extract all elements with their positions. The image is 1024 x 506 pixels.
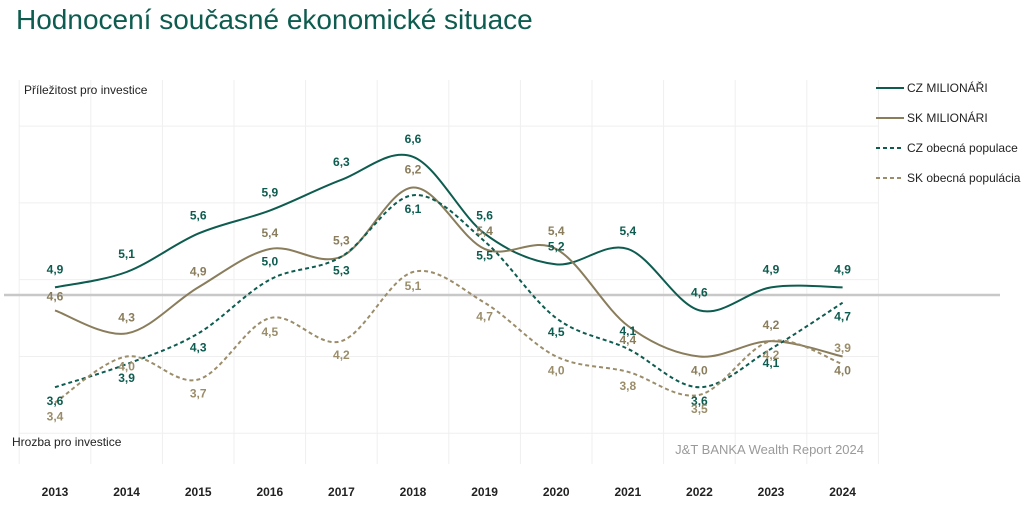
data-label: 4,9 [47, 262, 64, 276]
data-label: 4,9 [763, 262, 780, 276]
grid [18, 80, 879, 464]
data-label: 4,3 [190, 340, 207, 354]
data-label: 4,7 [476, 310, 493, 324]
series-line-4 [54, 269, 843, 404]
data-label: 4,0 [548, 363, 565, 377]
x-tick-label: 2015 [185, 485, 212, 499]
x-tick-label: 2021 [614, 485, 641, 499]
data-label: 4,0 [691, 363, 708, 377]
x-tick-label: 2017 [328, 485, 355, 499]
data-label: 6,2 [405, 163, 422, 177]
data-label: 4,4 [619, 333, 636, 347]
bottom-axis-note: Hrozba pro investice [12, 435, 122, 449]
series-lines [54, 153, 844, 404]
x-tick-label: 2016 [256, 485, 283, 499]
data-label: 5,6 [476, 209, 493, 223]
x-tick-label: 2022 [686, 485, 713, 499]
data-label: 3,7 [190, 387, 207, 401]
data-label: 5,4 [261, 226, 278, 240]
x-tick-label: 2020 [543, 485, 570, 499]
data-label: 4,5 [548, 325, 565, 339]
data-label: 4,2 [333, 348, 350, 362]
data-label: 5,3 [333, 234, 350, 248]
x-tick-label: 2023 [758, 485, 785, 499]
chart-title: Hodnocení současné ekonomické situace [16, 4, 533, 35]
data-label: 6,6 [405, 132, 422, 146]
data-label: 3,6 [47, 394, 64, 408]
x-axis-ticks: 2013 2014 2015 2016 2017 2018 2019 2020 2021 2022… [42, 485, 857, 499]
data-label: 4,0 [118, 359, 135, 373]
data-label: 5,4 [619, 224, 636, 238]
data-label: 5,4 [548, 224, 565, 238]
data-label: 4,9 [834, 262, 851, 276]
series-line-3 [54, 194, 844, 389]
data-label: 4,1 [619, 324, 636, 338]
data-label: 5,5 [476, 248, 493, 262]
data-label: 3,9 [834, 341, 851, 355]
data-label: 6,1 [405, 202, 422, 216]
data-label: 5,1 [118, 247, 135, 261]
data-label: 4,6 [47, 289, 64, 303]
data-label: 6,3 [333, 155, 350, 169]
data-label: 3,9 [118, 371, 135, 385]
legend-label: SK obecná populácia [907, 171, 1021, 185]
x-tick-label: 2018 [400, 485, 427, 499]
data-label: 4,2 [763, 318, 780, 332]
data-label: 3,8 [619, 379, 636, 393]
data-labels: 4,95,15,65,96,36,65,65,25,44,64,9 4,94,64… [47, 132, 852, 424]
data-label: 4,6 [691, 285, 708, 299]
data-label: 5,9 [261, 186, 278, 200]
data-label: 4,2 [763, 348, 780, 362]
data-label: 3,6 [691, 394, 708, 408]
source-note: J&T BANKA Wealth Report 2024 [675, 442, 864, 457]
legend-label: CZ obecná populace [907, 141, 1018, 155]
data-label: 5,2 [548, 239, 565, 253]
data-label: 3,5 [691, 402, 708, 416]
data-label: 4,9 [190, 264, 207, 278]
legend-label: SK MILIONÁRI [907, 110, 988, 125]
series-line-1 [54, 153, 843, 313]
data-label: 4,3 [118, 310, 135, 324]
series-line-2 [54, 186, 843, 358]
data-label: 5,1 [405, 279, 422, 293]
data-label: 5,3 [333, 264, 350, 278]
data-label: 4,0 [834, 363, 851, 377]
x-tick-label: 2014 [113, 485, 140, 499]
x-tick-label: 2024 [829, 485, 856, 499]
data-label: 4,5 [261, 325, 278, 339]
data-label: 4,1 [763, 356, 780, 370]
legend: CZ MILIONÁŘI SK MILIONÁRI CZ obecná popula… [876, 80, 1021, 185]
data-label: 5,6 [190, 209, 207, 223]
x-tick-label: 2019 [471, 485, 498, 499]
data-label: 3,4 [47, 410, 64, 424]
data-label: 5,4 [476, 224, 493, 238]
x-tick-label: 2013 [42, 485, 69, 499]
data-label: 5,0 [261, 255, 278, 269]
legend-label: CZ MILIONÁŘI [907, 80, 988, 95]
data-label: 4,7 [834, 310, 851, 324]
top-axis-note: Příležitost pro investice [24, 83, 148, 97]
